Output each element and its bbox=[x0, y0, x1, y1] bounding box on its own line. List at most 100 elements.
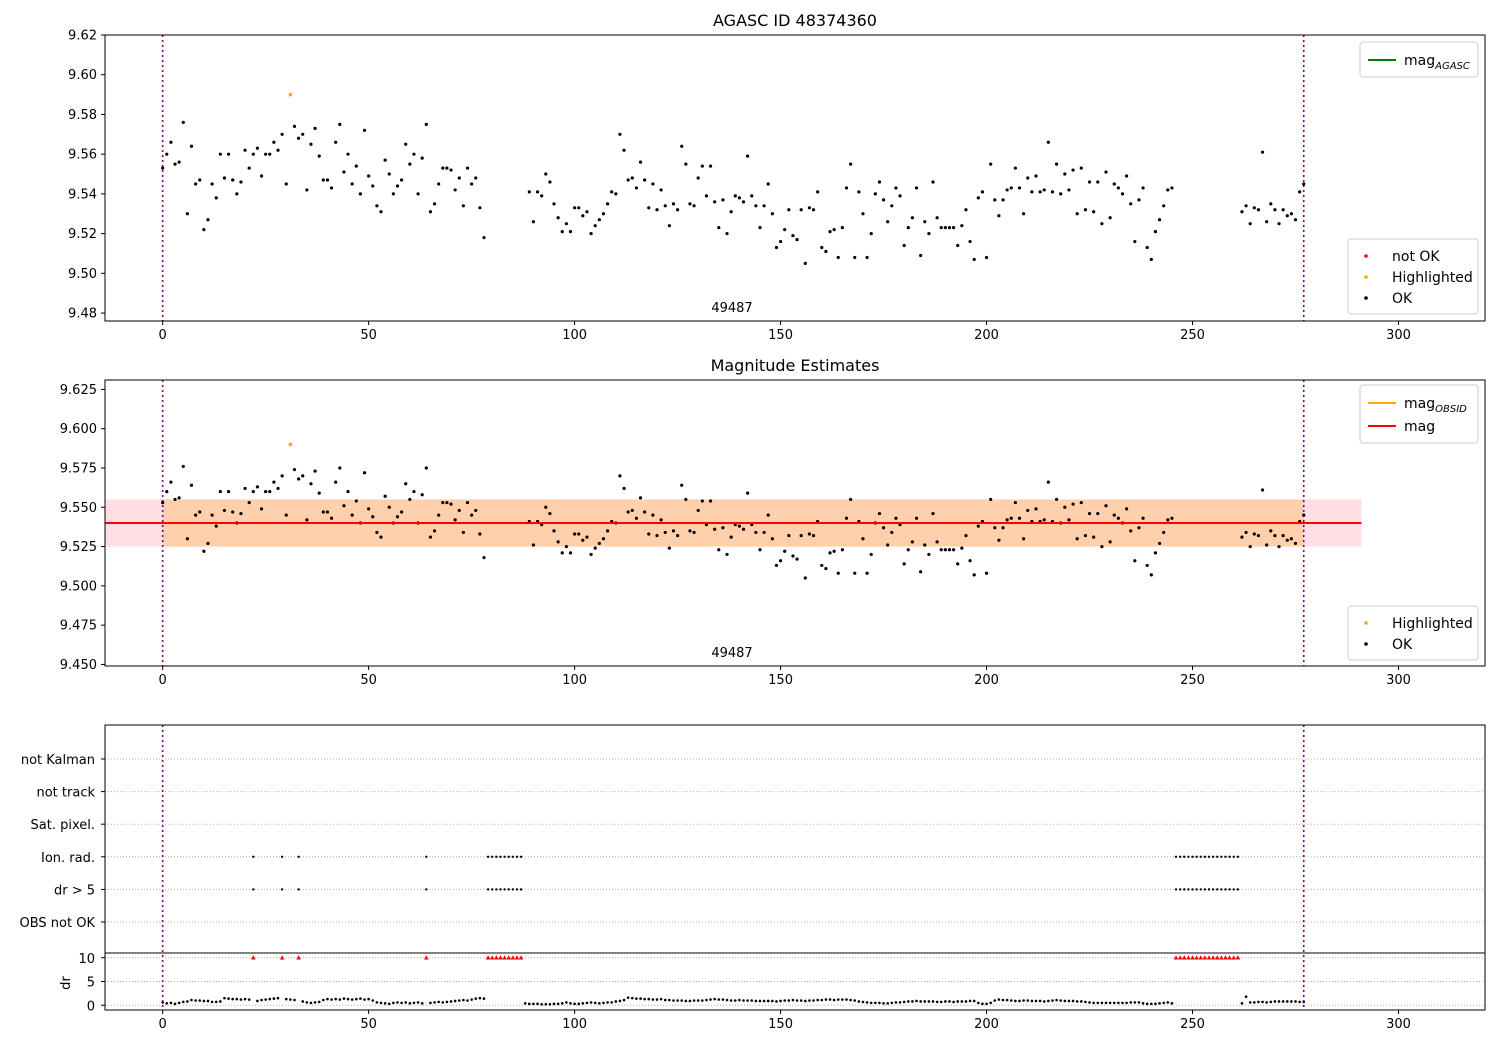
ok-point bbox=[605, 202, 610, 206]
dr-point bbox=[301, 1000, 305, 1003]
dr-point bbox=[972, 999, 976, 1003]
y-tick-label: 9.625 bbox=[60, 383, 97, 398]
flag-point bbox=[1211, 888, 1215, 891]
ok-point bbox=[1298, 190, 1302, 194]
plot-frame bbox=[104, 34, 1486, 322]
ok-point bbox=[980, 190, 985, 194]
ok-point bbox=[531, 543, 536, 547]
ok-point bbox=[881, 198, 886, 202]
dr-clipped-marker bbox=[1210, 955, 1216, 960]
ok-point bbox=[1269, 529, 1273, 533]
ok-point bbox=[717, 548, 721, 552]
ok-point bbox=[292, 467, 297, 472]
ok-point bbox=[1170, 186, 1174, 190]
dr-point bbox=[1088, 1001, 1091, 1004]
flag-point bbox=[1220, 855, 1223, 858]
ok-point bbox=[408, 162, 412, 166]
dr-clipped-marker bbox=[1186, 955, 1191, 960]
ok-point bbox=[1096, 180, 1100, 184]
ok-point bbox=[313, 126, 317, 130]
ok-point bbox=[338, 466, 342, 470]
dr-point bbox=[635, 997, 638, 1000]
ok-point bbox=[264, 152, 268, 156]
dr-point bbox=[1104, 1001, 1108, 1005]
dr-point bbox=[293, 998, 296, 1002]
ok-point bbox=[663, 204, 667, 208]
ok-point bbox=[354, 499, 358, 503]
ok-point bbox=[1067, 518, 1071, 522]
flag-point bbox=[1236, 855, 1240, 858]
dr-point bbox=[429, 1001, 432, 1005]
ok-point bbox=[849, 497, 853, 502]
ok-point bbox=[478, 532, 482, 536]
flag-point bbox=[1224, 888, 1227, 891]
flag-row-label: OBS not OK bbox=[20, 916, 96, 931]
flag-point bbox=[495, 855, 498, 858]
dr-point bbox=[239, 998, 243, 1001]
ok-point bbox=[968, 239, 972, 244]
ok-point bbox=[610, 190, 614, 194]
ok-point bbox=[956, 562, 960, 566]
ok-point bbox=[816, 190, 820, 194]
ok-point bbox=[680, 144, 684, 148]
dr-point bbox=[606, 1001, 609, 1004]
x-tick-label: 300 bbox=[1386, 328, 1411, 343]
ok-point bbox=[1100, 544, 1104, 549]
dr-point bbox=[997, 998, 1001, 1001]
dr-point bbox=[523, 1002, 527, 1005]
ok-point bbox=[577, 206, 581, 210]
dr-point bbox=[548, 1003, 552, 1006]
ok-point bbox=[811, 533, 816, 538]
dr-point bbox=[540, 1003, 543, 1006]
dr-point bbox=[1100, 1001, 1104, 1005]
legend-box bbox=[1359, 41, 1479, 78]
ok-point bbox=[1083, 208, 1088, 212]
dr-point bbox=[742, 999, 745, 1002]
dr-point bbox=[816, 998, 819, 1002]
ok-point bbox=[733, 194, 737, 198]
dr-point bbox=[247, 998, 251, 1001]
ok-point bbox=[404, 482, 408, 486]
ok-point bbox=[1092, 535, 1096, 539]
ok-point bbox=[342, 170, 346, 174]
legend-marker bbox=[1364, 621, 1368, 625]
flags-panel: not Kalman not track Sat. pixel. Ion. rad. d… bbox=[20, 724, 1486, 1032]
ok-point bbox=[1063, 505, 1067, 509]
ok-point bbox=[605, 529, 610, 533]
ok-point bbox=[391, 192, 395, 196]
flag-point bbox=[1183, 888, 1186, 891]
ok-point bbox=[634, 186, 639, 190]
ok-point bbox=[255, 146, 260, 150]
ok-point bbox=[770, 212, 774, 216]
ok-point bbox=[1009, 516, 1013, 520]
ok-point bbox=[371, 515, 375, 519]
ok-point bbox=[692, 204, 696, 208]
dr-tick-label: 0 bbox=[87, 999, 95, 1014]
ok-point bbox=[824, 249, 828, 254]
dr-point bbox=[935, 1000, 939, 1004]
ok-point bbox=[1133, 239, 1137, 244]
dr-point bbox=[993, 999, 997, 1002]
ok-point bbox=[1079, 500, 1083, 505]
dr-point bbox=[1071, 999, 1075, 1003]
ok-point bbox=[239, 180, 243, 184]
dr-point bbox=[618, 999, 622, 1003]
ok-point bbox=[667, 546, 671, 550]
dr-point bbox=[968, 999, 972, 1003]
ok-point bbox=[659, 188, 663, 192]
ok-point bbox=[824, 566, 828, 571]
flag-point bbox=[1187, 888, 1190, 891]
dr-point bbox=[433, 1001, 436, 1004]
dr-point bbox=[1067, 999, 1071, 1003]
dr-clipped-marker bbox=[494, 955, 499, 960]
ok-point bbox=[1071, 168, 1075, 172]
dr-point bbox=[367, 997, 370, 1001]
ok-point bbox=[1001, 526, 1005, 530]
dr-point bbox=[1145, 1002, 1149, 1006]
ok-point bbox=[1050, 190, 1055, 194]
dr-point bbox=[746, 999, 749, 1002]
dr-point bbox=[886, 1002, 889, 1005]
dr-point bbox=[392, 1001, 395, 1005]
ok-point bbox=[923, 543, 927, 547]
flag-point bbox=[1199, 855, 1202, 858]
